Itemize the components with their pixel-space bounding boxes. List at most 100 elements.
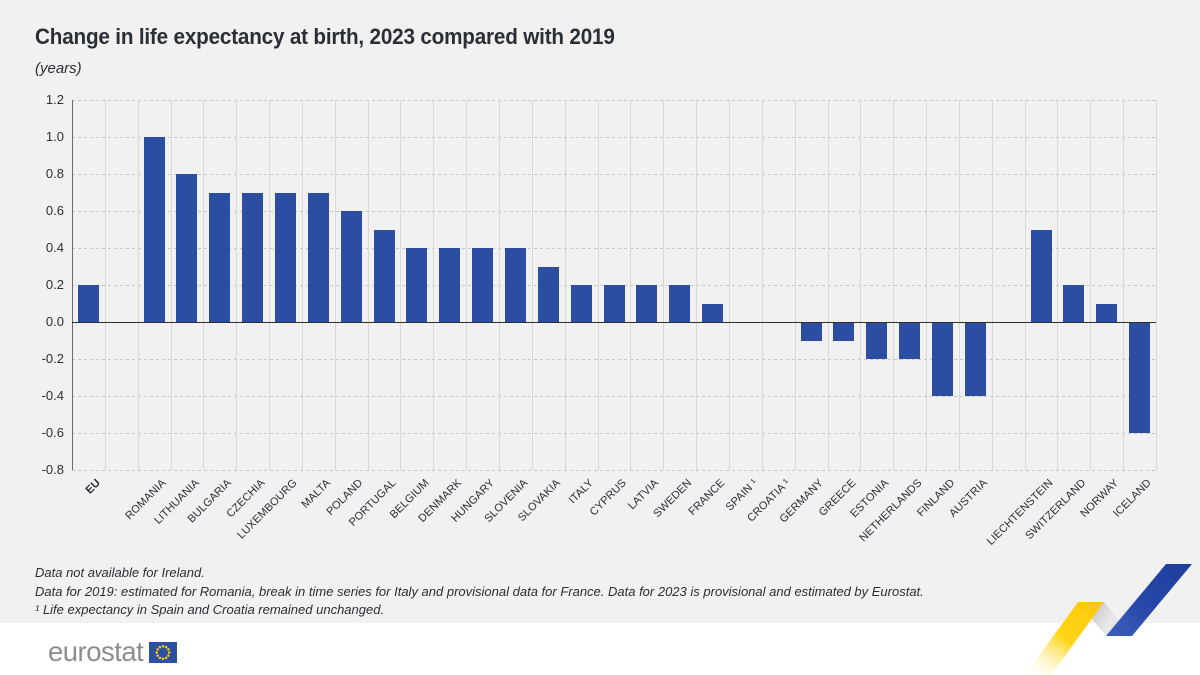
bar-hungary [472, 248, 494, 322]
gridline-horizontal [72, 396, 1156, 397]
gridline-vertical [992, 100, 993, 470]
ribbon-blue-segment [1106, 564, 1192, 636]
gridline-vertical [466, 100, 467, 470]
gridline-vertical [598, 100, 599, 470]
gridline-vertical [1057, 100, 1058, 470]
bar-romania [143, 137, 165, 322]
y-tick-label: 0.4 [45, 240, 64, 255]
bar-portugal [373, 229, 395, 322]
gridline-vertical [400, 100, 401, 470]
x-tick-label: LUXEMBOURG [235, 477, 301, 542]
chart-subtitle: (years) [35, 60, 82, 77]
footnote-line: ¹ Life expectancy in Spain and Croatia r… [35, 602, 385, 617]
bar-italy [570, 285, 592, 322]
bar-liechtenstein [1030, 229, 1052, 322]
gridline-vertical [1025, 100, 1026, 470]
gridline-vertical [926, 100, 927, 470]
footer-band [0, 623, 1200, 675]
eurostat-logo: eurostat [48, 636, 178, 667]
bar-bulgaria [209, 192, 231, 322]
eu-flag-icon [149, 641, 178, 663]
gridline-horizontal [72, 211, 1156, 212]
bar-norway [1096, 303, 1118, 322]
y-tick-label: 1.2 [45, 92, 64, 107]
bar-slovenia [504, 248, 526, 322]
gridline-vertical [762, 100, 763, 470]
gridline-horizontal [72, 174, 1156, 175]
bar-luxembourg [275, 192, 296, 322]
gridline-vertical [795, 100, 796, 470]
bar-lithuania [176, 174, 198, 322]
zigzag-ribbon-decoration [1025, 564, 1192, 675]
gridline-vertical [433, 100, 434, 470]
footnote-line: Data not available for Ireland. [35, 565, 205, 580]
bar-netherlands [899, 322, 921, 359]
bar-belgium [406, 248, 428, 322]
gridline-vertical [565, 100, 566, 470]
y-axis-labels: 1.2 1.0 0.8 0.6 0.4 0.2 0.0 -0.2 -0.4 -0.6 -0.8 [0, 92, 64, 477]
gridline-vertical [1156, 100, 1157, 470]
bar-sweden [669, 285, 691, 322]
gridline-horizontal [72, 137, 1156, 138]
gridline-vertical [302, 100, 303, 470]
gridline-vertical [729, 100, 730, 470]
gridline-vertical [663, 100, 664, 470]
gridline-vertical [630, 100, 631, 470]
x-tick-label: EU [83, 477, 103, 497]
ribbon-yellow-segment [1025, 602, 1104, 675]
y-axis-line [72, 100, 73, 470]
footnotes: Data not available for Ireland. Data for… [35, 564, 1035, 620]
bar-cyprus [603, 285, 625, 322]
gridline-vertical [138, 100, 139, 470]
x-tick-label: ITALY [566, 477, 596, 507]
gridline-vertical [368, 100, 369, 470]
bar-austria [964, 322, 986, 396]
y-tick-label: 1.0 [45, 129, 64, 144]
bar-chart-plot-area [72, 100, 1157, 471]
gridline-vertical [828, 100, 829, 470]
bar-france [702, 303, 724, 322]
gridline-horizontal [72, 470, 1156, 471]
gridline-horizontal [72, 433, 1156, 434]
bar-slovakia [537, 266, 559, 322]
gridline-vertical [499, 100, 500, 470]
bar-czechia [242, 192, 264, 322]
y-tick-label: -0.2 [41, 351, 64, 366]
gridline-vertical [1123, 100, 1124, 470]
chart-title: Change in life expectancy at birth, 2023… [35, 24, 615, 49]
gridline-vertical [105, 100, 106, 470]
gridline-vertical [959, 100, 960, 470]
x-axis-labels: EU ROMANIA LITHUANIA BULGARIA CZECHIA LUXEMBO… [72, 477, 1156, 572]
gridline-vertical [696, 100, 697, 470]
bar-poland [340, 211, 362, 322]
gridline-vertical [203, 100, 204, 470]
bar-iceland [1129, 322, 1151, 433]
gridline-vertical [532, 100, 533, 470]
y-tick-label: 0.8 [45, 166, 64, 181]
chart-background [0, 0, 1200, 623]
bar-greece [833, 322, 855, 341]
bar-malta [307, 192, 329, 322]
gridline-horizontal [72, 248, 1156, 249]
gridline-horizontal [72, 359, 1156, 360]
bar-estonia [866, 322, 888, 359]
gridline-vertical [171, 100, 172, 470]
footnote-line: Data for 2019: estimated for Romania, br… [35, 583, 924, 599]
gridline-vertical [269, 100, 270, 470]
eurostat-logo-text: eurostat [48, 636, 144, 667]
bar-denmark [439, 248, 461, 322]
gridline-vertical [236, 100, 237, 470]
gridline-vertical [860, 100, 861, 470]
bar-eu [77, 285, 99, 322]
gridline-vertical [893, 100, 894, 470]
bar-finland [931, 322, 953, 396]
gridline-vertical [1090, 100, 1091, 470]
y-tick-label: -0.8 [41, 462, 64, 477]
gridline-horizontal [72, 100, 1156, 101]
zero-axis-line [72, 321, 1156, 323]
y-tick-label: 0.6 [45, 203, 64, 218]
y-tick-label: -0.4 [41, 388, 64, 403]
bar-switzerland [1063, 285, 1085, 322]
y-tick-label: 0.0 [45, 314, 64, 329]
